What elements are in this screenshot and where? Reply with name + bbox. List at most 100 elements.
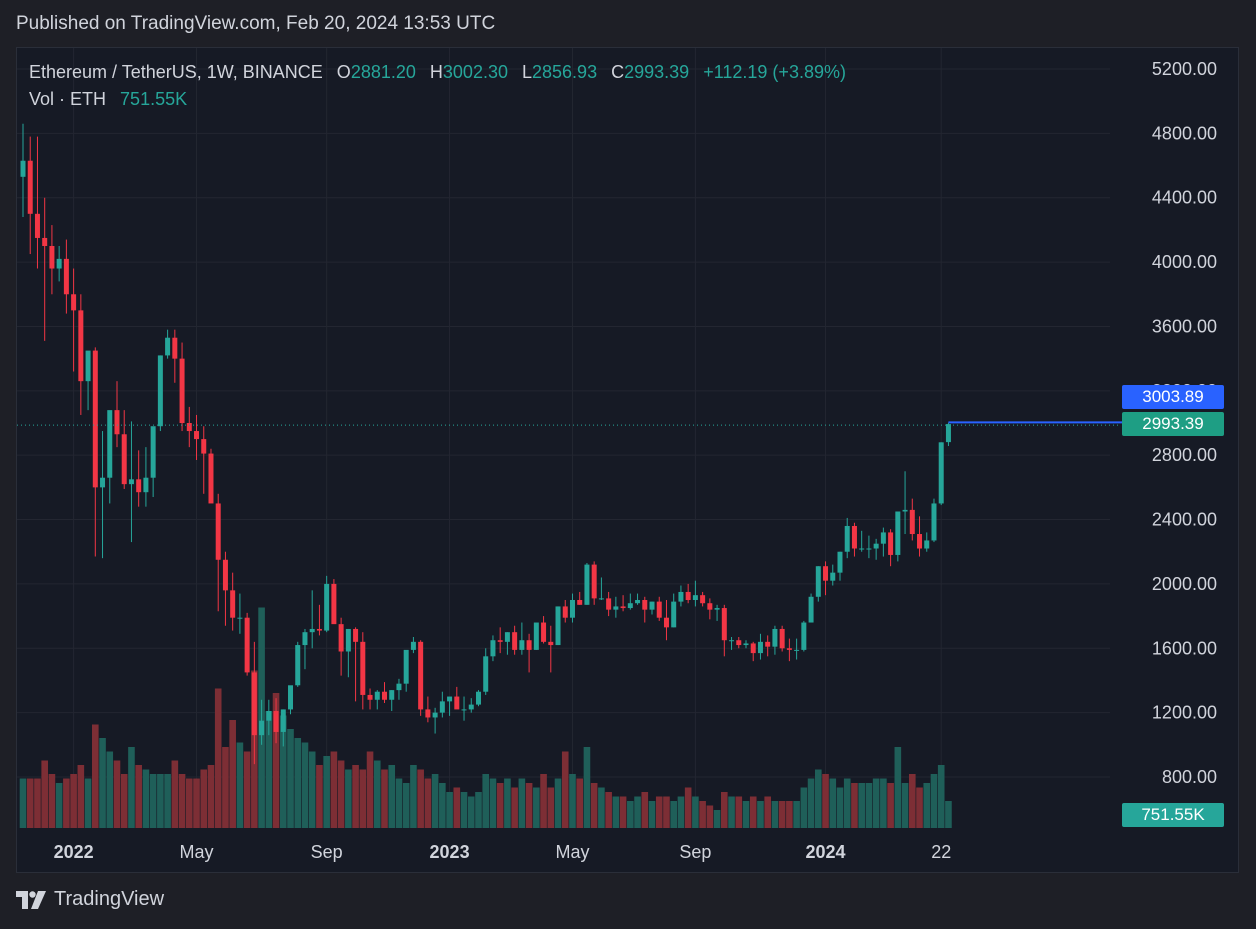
candle-body (895, 511, 901, 555)
candle-body (483, 656, 489, 692)
price-candles (20, 123, 951, 765)
candle-body (338, 624, 344, 652)
candle-body (179, 358, 185, 423)
volume-label[interactable]: Vol · ETH (29, 89, 107, 109)
y-tick-label: 5200.00 (1152, 59, 1217, 79)
volume-bar (178, 774, 186, 828)
volume-bar (923, 783, 931, 828)
candle-body (85, 350, 91, 382)
volume-bar (316, 765, 323, 828)
volume-bar (446, 792, 453, 828)
volume-bar (778, 801, 786, 828)
candle-body (786, 648, 792, 650)
volume-bar (800, 787, 808, 828)
volume-bar (764, 796, 771, 828)
candlestick-chart[interactable]: 800.00 1200.00 1600.00 2000.00 2400.00 2800.0… (17, 48, 1239, 873)
volume-bar (533, 787, 540, 828)
high-label: H (429, 62, 443, 82)
volume-bar (605, 792, 612, 828)
tradingview-logo[interactable]: TradingView (16, 888, 164, 911)
volume-bar (887, 783, 894, 828)
volume-bar (185, 778, 193, 828)
volume-bar (41, 760, 48, 828)
candle-body (309, 628, 315, 633)
volume-bar (164, 774, 171, 828)
candle-body (418, 641, 424, 710)
candle-body (945, 424, 951, 443)
y-tick-label: 1600.00 (1152, 638, 1217, 658)
volume-bar (836, 787, 844, 828)
candle-body (497, 640, 503, 642)
volume-bar (851, 783, 858, 828)
candle-body (902, 509, 908, 512)
candle-body (157, 355, 163, 427)
candle-body (729, 640, 735, 642)
volume-bar (742, 801, 750, 828)
volume-bar (916, 787, 923, 828)
y-tick-label: 4000.00 (1152, 252, 1217, 272)
candle-body (649, 601, 655, 610)
volume-badge: 751.55K (1122, 803, 1224, 827)
candle-body (150, 426, 156, 478)
volume-bar (504, 778, 511, 828)
volume-bar (937, 765, 945, 828)
candle-body (917, 534, 923, 549)
y-tick-label: 2400.00 (1152, 510, 1217, 530)
volume-bar (120, 774, 128, 828)
volume-bar (590, 783, 598, 828)
volume-bar (207, 765, 215, 828)
symbol-label[interactable]: Ethereum / TetherUS, 1W, BINANCE (29, 62, 323, 82)
candle-body (837, 551, 843, 573)
volume-bar (576, 778, 584, 828)
candle-body (475, 691, 481, 705)
volume-bar (706, 805, 714, 828)
candle-body (931, 503, 937, 541)
candle-body (360, 641, 366, 695)
candle-body (56, 258, 62, 269)
volume-bar (113, 760, 121, 828)
volume-bar (265, 711, 273, 828)
candle-body (454, 696, 460, 710)
candle-body (844, 525, 850, 552)
volume-bar (171, 760, 179, 828)
candle-body (743, 643, 749, 646)
volume-bar (822, 774, 829, 828)
volume-bar (48, 774, 56, 828)
y-tick-label: 4400.00 (1152, 188, 1217, 208)
candle-body (533, 622, 539, 650)
volume-bar (431, 774, 439, 828)
volume-bar (641, 792, 649, 828)
candle-body (273, 711, 279, 732)
x-tick-label: 2024 (806, 842, 846, 862)
x-tick-label: Sep (679, 842, 711, 862)
candle-body (548, 641, 554, 646)
candle-body (461, 709, 467, 711)
candle-body (591, 564, 597, 599)
volume-bar (417, 769, 424, 828)
volume-bar (287, 729, 294, 828)
candle-body (685, 591, 691, 600)
volume-bar (157, 774, 164, 828)
candle-body (208, 453, 214, 504)
volume-bar (77, 765, 85, 828)
volume-bar (200, 769, 208, 828)
candle-body (736, 640, 742, 646)
volume-bar (489, 778, 497, 828)
candle-body (186, 423, 192, 432)
volume-bar (222, 747, 229, 828)
candle-body (447, 696, 453, 702)
chart-panel[interactable]: 800.00 1200.00 1600.00 2000.00 2400.00 2800.0… (16, 47, 1239, 873)
x-tick-label: 22 (931, 842, 951, 862)
volume-bar (721, 792, 728, 828)
candle-body (627, 603, 633, 609)
candle-body (266, 711, 272, 721)
close-value: 2993.39 (624, 62, 690, 82)
candle-body (27, 160, 33, 214)
candle-body (34, 213, 40, 238)
volume-bar (518, 778, 526, 828)
candle-body (519, 640, 525, 650)
low-value: 2856.93 (532, 62, 598, 82)
x-tick-label: May (180, 842, 214, 862)
volume-bar (699, 801, 706, 828)
candle-body (656, 601, 662, 618)
